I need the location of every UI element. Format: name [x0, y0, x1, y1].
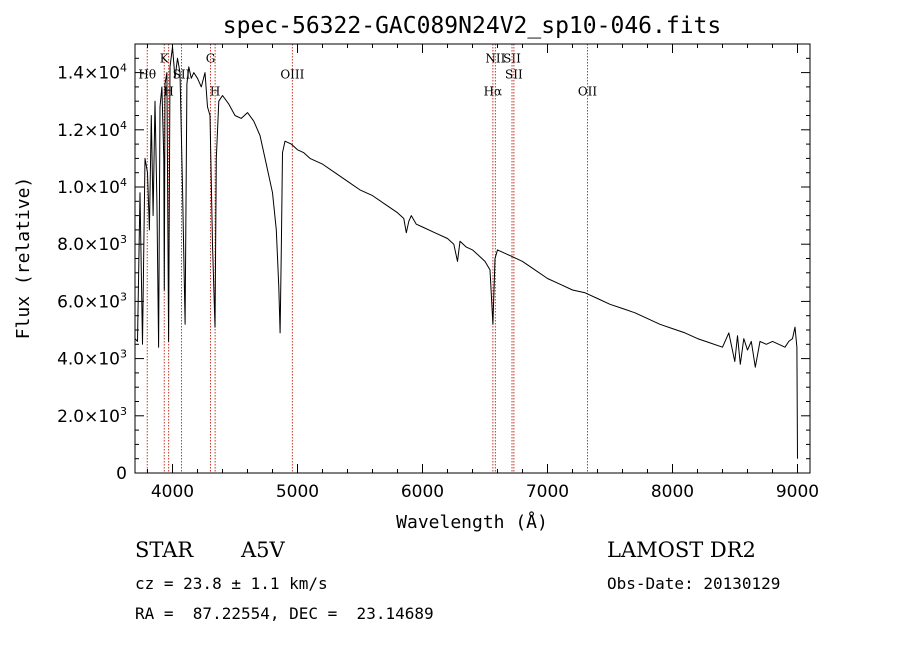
- x-tick-label: 5000: [276, 482, 319, 502]
- observation-date: Obs-Date: 20130129: [607, 574, 781, 593]
- x-axis-ticks: 4000 5000 6000 7000 8000 9000: [147, 44, 819, 502]
- y-tick-label: 4.0×103: [57, 348, 127, 370]
- y-tick-mantissa: 6.0×10: [57, 292, 120, 312]
- y-tick-mantissa: 8.0×10: [57, 235, 120, 255]
- marker-label: SII: [173, 67, 191, 81]
- y-tick-label: 2.0×103: [57, 405, 127, 427]
- marker-label: Hα: [484, 84, 503, 98]
- y-axis-label: Flux (relative): [13, 177, 34, 340]
- survey-name: LAMOST DR2: [607, 538, 756, 562]
- y-tick-label: 6.0×103: [57, 290, 127, 312]
- y-axis-ticks: 02.0×1034.0×1036.0×1038.0×1031.0×1041.2×…: [57, 57, 810, 484]
- x-tick-label: 6000: [401, 482, 444, 502]
- y-tick-label: 1.0×104: [57, 176, 127, 198]
- marker-label: Hθ: [138, 67, 156, 81]
- redshift-value: cz = 23.8 ± 1.1 km/s: [135, 574, 328, 593]
- object-type: STAR: [135, 538, 194, 562]
- x-tick-label: 7000: [526, 482, 569, 502]
- y-tick-label: 1.4×104: [57, 62, 127, 84]
- y-tick-mantissa: 1.0×10: [57, 178, 120, 198]
- y-tick-mantissa: 2.0×10: [57, 407, 120, 427]
- y-tick-label: 0: [116, 464, 127, 484]
- spectrum-series: [134, 46, 798, 459]
- sky-coordinates: RA = 87.22554, DEC = 23.14689: [135, 604, 434, 623]
- chart-title: spec-56322-GAC089N24V2_sp10-046.fits: [223, 13, 722, 39]
- y-tick-label: 1.2×104: [57, 119, 127, 141]
- y-tick-exponent: 4: [120, 62, 127, 75]
- marker-label: OIII: [280, 67, 304, 81]
- y-tick-label: 8.0×103: [57, 233, 127, 255]
- x-tick-label: 9000: [776, 482, 819, 502]
- marker-label: SII: [503, 52, 521, 66]
- marker-label: K: [160, 52, 170, 66]
- y-tick-exponent: 4: [120, 176, 127, 189]
- y-tick-mantissa: 0: [116, 464, 127, 484]
- x-axis-label: Wavelength (Å): [396, 511, 548, 533]
- y-tick-exponent: 3: [120, 405, 127, 418]
- x-tick-label: 4000: [151, 482, 194, 502]
- spectrum-line: [134, 46, 798, 459]
- marker-label: H: [210, 84, 220, 98]
- y-tick-exponent: 4: [120, 119, 127, 132]
- marker-label: NII: [485, 52, 505, 66]
- marker-label: G: [206, 52, 216, 66]
- y-tick-exponent: 3: [120, 290, 127, 303]
- y-tick-exponent: 3: [120, 233, 127, 246]
- marker-label: H: [163, 84, 173, 98]
- y-tick-mantissa: 4.0×10: [57, 350, 120, 370]
- y-tick-mantissa: 1.2×10: [57, 121, 120, 141]
- spectral-class: A5V: [241, 538, 285, 562]
- marker-label: OII: [578, 84, 598, 98]
- marker-label: SII: [505, 67, 523, 81]
- y-tick-mantissa: 1.4×10: [57, 64, 120, 84]
- y-tick-exponent: 3: [120, 348, 127, 361]
- plot-frame: [134, 43, 811, 474]
- x-tick-label: 8000: [651, 482, 694, 502]
